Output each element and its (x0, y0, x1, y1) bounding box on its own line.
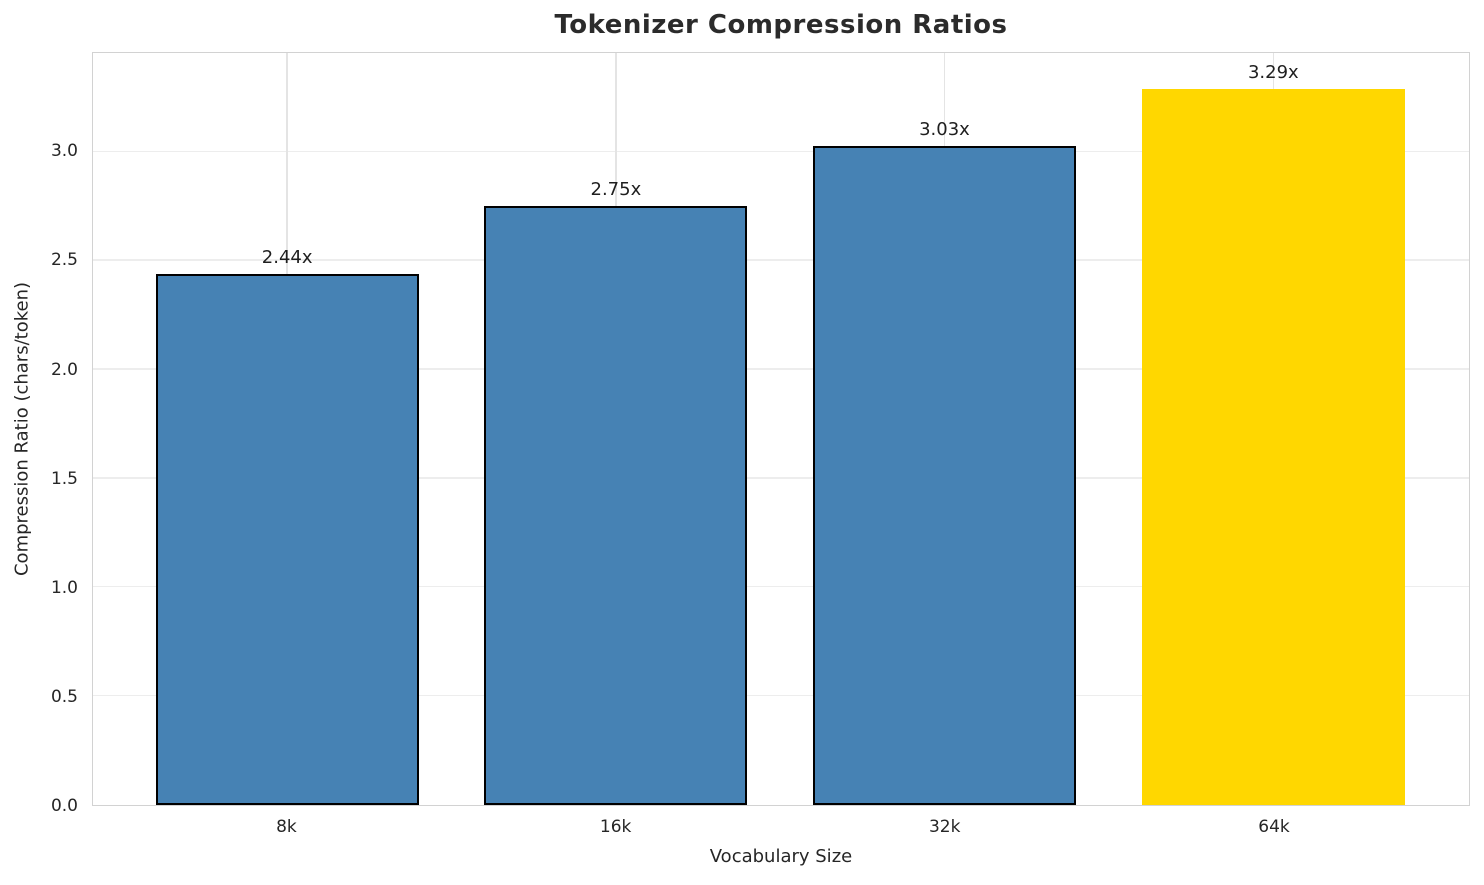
bar-32k (813, 145, 1076, 805)
plot-area: 2.44x 2.75x 3.03x 3.29x (92, 52, 1470, 806)
y-tick-label: 1.5 (50, 468, 78, 489)
y-gridline (93, 368, 1469, 370)
y-gridline (93, 694, 1469, 697)
x-tick-label-64k: 64k (1258, 817, 1290, 837)
x-axis-label: Vocabulary Size (709, 846, 853, 867)
y-tick-label: 3.0 (50, 141, 78, 162)
chart-title: Tokenizer Compression Ratios (554, 10, 1008, 40)
y-tick-label: 2.0 (50, 359, 78, 380)
y-gridline (93, 259, 1469, 261)
y-axis-label: Compression Ratio (chars/token) (11, 281, 33, 577)
bar-64k (1141, 88, 1405, 805)
bar-value-label: 3.29x (1247, 61, 1299, 83)
y-tick-label: 1.0 (50, 577, 78, 598)
y-tick-label: 0.5 (50, 686, 78, 707)
y-tick-label: 2.5 (50, 250, 78, 271)
y-tick-label: 0.0 (50, 796, 78, 816)
bar-value-label: 3.03x (919, 118, 970, 140)
bar-16k (484, 206, 748, 805)
x-tick-label-16k: 16k (599, 817, 632, 837)
bar-value-label: 2.44x (261, 246, 313, 268)
x-tick-label-32k: 32k (928, 817, 961, 837)
y-gridline (93, 585, 1469, 588)
bar-8k (155, 273, 419, 805)
y-gridline (93, 477, 1469, 479)
bar-value-label: 2.75x (590, 179, 642, 201)
y-gridline (93, 150, 1469, 153)
x-tick-label-8k: 8k (276, 817, 297, 837)
